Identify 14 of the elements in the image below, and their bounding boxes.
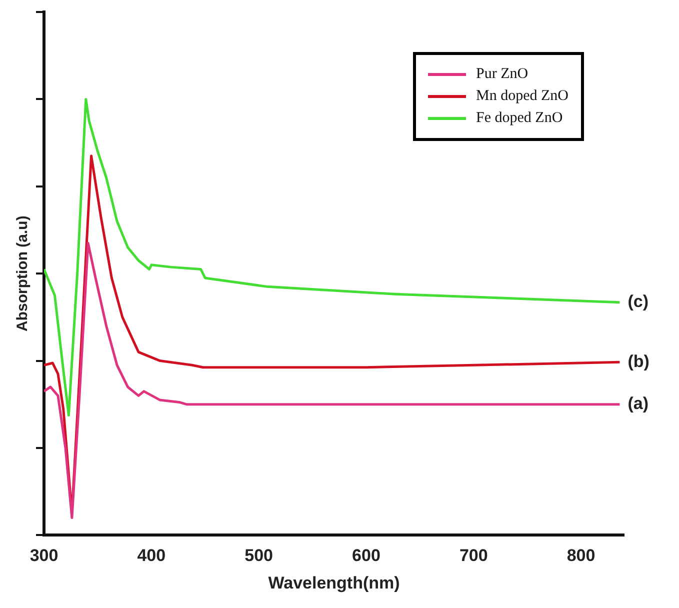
legend-label: Mn doped ZnO [476,88,568,105]
legend-label: Fe doped ZnO [476,110,563,127]
y-axis-title: Absorption (a.u) [14,216,32,332]
x-tick-label: 400 [137,546,166,566]
x-tick-label: 500 [244,546,273,566]
text: (a) [628,394,648,414]
x-axis-title: Wavelength(nm) [268,573,400,592]
x-tick-label: 300 [30,546,58,566]
legend-label: Pur ZnO [476,66,528,83]
x-tick-label: 600 [352,546,380,566]
text: (b) [628,352,650,371]
text: (c) [628,292,648,312]
x-tick-label: 700 [459,546,488,566]
x-tick-label: 800 [566,546,596,566]
